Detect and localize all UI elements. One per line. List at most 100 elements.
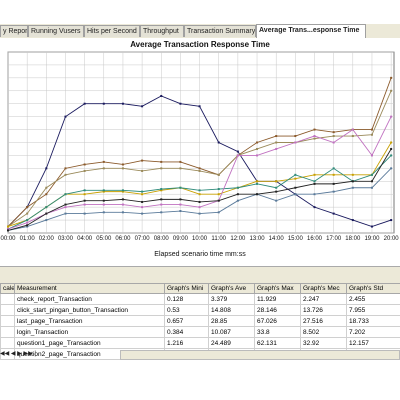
data-point	[256, 182, 259, 185]
data-point	[83, 212, 86, 215]
data-point	[198, 189, 201, 192]
data-point	[370, 133, 373, 136]
table-cell: 3.379	[208, 293, 255, 305]
col-header-scale[interactable]: cale	[0, 283, 15, 294]
data-point	[332, 212, 335, 215]
col-header-avg[interactable]: Graph's Ave	[208, 283, 255, 294]
x-tick-label: 15:00	[288, 236, 304, 242]
data-point	[121, 102, 124, 105]
col-header-median[interactable]: Graph's Mec	[300, 283, 347, 294]
data-point	[332, 135, 335, 138]
tab-running-vusers[interactable]: Running Vusers	[28, 25, 84, 37]
data-point	[64, 212, 67, 215]
table-row[interactable]: last_page_Transaction 0.657 28.85 67.026 27.…	[0, 315, 400, 327]
data-point	[313, 137, 316, 140]
tab-summary-report[interactable]: y Report	[0, 25, 28, 37]
data-point	[236, 186, 239, 189]
table-cell: 24.489	[208, 337, 255, 349]
x-tick-label: 10:00	[192, 236, 208, 242]
data-point	[7, 225, 9, 228]
data-point	[275, 141, 278, 144]
data-point	[198, 169, 201, 172]
measurement-name: check_report_Transaction	[14, 293, 165, 305]
data-point	[64, 206, 67, 209]
data-point	[102, 190, 105, 193]
data-point	[160, 188, 163, 191]
data-point	[351, 135, 354, 138]
col-header-max[interactable]: Graph's Max	[254, 283, 301, 294]
data-point	[102, 102, 105, 105]
data-point	[141, 212, 144, 215]
data-point	[141, 190, 144, 193]
data-point	[294, 173, 297, 176]
table-cell: 1.216	[164, 337, 209, 349]
data-point	[217, 188, 220, 191]
data-point	[275, 135, 278, 138]
data-point	[179, 167, 182, 170]
data-point	[160, 94, 163, 97]
measurement-name: last_page_Transaction	[14, 315, 165, 327]
table-row[interactable]: login_Transaction 0.384 10.087 33.8 8.502 7.2…	[0, 326, 400, 338]
data-point	[313, 206, 316, 209]
table-cell: 11.929	[254, 293, 301, 305]
table-cell: 13.726	[300, 304, 347, 316]
table-cell	[0, 293, 15, 305]
x-tick-label: 20:00	[384, 236, 400, 242]
x-tick-label: 06:00	[115, 236, 131, 242]
splitter-bar[interactable]	[0, 266, 400, 284]
data-point	[313, 180, 316, 183]
data-point	[198, 200, 201, 203]
tab-transaction-summary[interactable]: Transaction Summary	[184, 25, 256, 37]
data-point	[256, 180, 259, 183]
table-cell: 2.455	[346, 293, 400, 305]
table-navigator[interactable]: ◀◀ ◀ ▶ ▶▶ |	[0, 351, 36, 357]
x-tick-label: 18:00	[345, 236, 361, 242]
data-point	[198, 193, 201, 196]
table-cell: 27.516	[300, 315, 347, 327]
x-tick-label: 07:00	[135, 236, 151, 242]
data-point	[121, 211, 124, 214]
data-point	[83, 199, 86, 202]
table-row[interactable]: question1_page_Transaction 1.216 24.489 62.…	[0, 337, 400, 349]
table-cell: 7.955	[346, 304, 400, 316]
table-cell: 12.157	[346, 337, 400, 349]
col-header-min[interactable]: Graph's Mini	[164, 283, 209, 294]
table-cell: 28.85	[208, 315, 255, 327]
x-tick-label: 01:00	[20, 236, 36, 242]
data-point	[351, 219, 354, 222]
data-point	[351, 186, 354, 189]
table-cell: 14.808	[208, 304, 255, 316]
data-point	[313, 193, 316, 196]
table-cell: 33.8	[254, 326, 301, 338]
table-cell: 67.026	[254, 315, 301, 327]
data-point	[64, 173, 67, 176]
col-header-measurement[interactable]: Measurement	[14, 283, 165, 294]
data-point	[102, 211, 105, 214]
data-point	[390, 147, 393, 150]
table-row[interactable]: check_report_Transaction 0.128 3.379 11.929…	[0, 293, 400, 305]
table-cell: 28.146	[254, 304, 301, 316]
data-point	[45, 193, 48, 196]
data-point	[370, 128, 373, 131]
data-point	[332, 182, 335, 185]
data-point	[236, 199, 239, 202]
horizontal-scrollbar[interactable]	[120, 350, 400, 360]
data-point	[351, 128, 354, 131]
data-point	[26, 225, 29, 228]
data-point	[83, 203, 86, 206]
data-point	[179, 203, 182, 206]
tab-average-transaction-response-time[interactable]: Average Trans...esponse Time	[256, 24, 366, 38]
data-point	[313, 182, 316, 185]
tab-throughput[interactable]: Throughput	[140, 25, 184, 37]
col-header-std[interactable]: Graph's Std	[346, 283, 400, 294]
x-tick-label: 04:00	[77, 236, 93, 242]
x-tick-label: 00:00	[0, 236, 16, 242]
data-point	[275, 147, 278, 150]
table-row[interactable]: click_start_pingan_button_Transaction 0.5…	[0, 304, 400, 316]
x-tick-label: 05:00	[96, 236, 112, 242]
data-point	[26, 206, 29, 209]
x-tick-label: 16:00	[307, 236, 323, 242]
data-point	[45, 206, 48, 209]
tab-hits-per-second[interactable]: Hits per Second	[84, 25, 140, 37]
chart-panel: Average Transaction Response Time 00:00 0…	[0, 38, 400, 266]
